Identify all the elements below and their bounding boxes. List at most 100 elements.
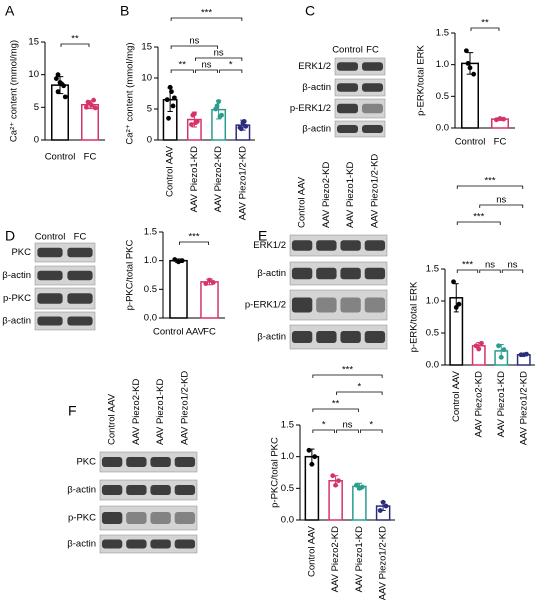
y-tick-label: 1.5 (436, 28, 449, 39)
significance-bracket (60, 43, 90, 47)
blot-band (37, 247, 63, 258)
x-tick-label: AAV Piezo2-KD (330, 526, 341, 592)
blot-band (362, 103, 383, 114)
x-tick-label: FC (203, 327, 216, 338)
blot-row-label: PKC (76, 457, 96, 468)
panel-letter: E (258, 228, 267, 244)
data-point (83, 104, 89, 110)
data-point (171, 95, 177, 101)
blot-band (174, 512, 196, 524)
y-tick-label: 0.5 (281, 483, 294, 494)
y-tick-label: 0.0 (144, 313, 157, 324)
significance-label: *** (462, 260, 473, 271)
blot-band (126, 539, 147, 549)
panel-letter: B (120, 3, 129, 19)
x-tick-label: AAV Piezo1-KD (354, 526, 365, 592)
lane-label: Control (35, 232, 66, 243)
blot-band (126, 512, 147, 524)
y-axis-label: p-PKC/total PKC (270, 437, 281, 508)
x-tick-label: AAV Piezo1-KD (189, 146, 200, 212)
y-tick-label: 0.0 (281, 515, 294, 526)
y-tick-label: 0 (34, 135, 39, 146)
x-tick-label: FC (84, 152, 97, 163)
significance-label: ns (189, 36, 199, 47)
x-tick-label: Control AAV (165, 145, 176, 197)
blot-band (101, 539, 123, 549)
significance-bracket (336, 429, 359, 433)
data-point (479, 340, 484, 346)
significance-label: *** (201, 8, 212, 19)
blot-band (37, 316, 63, 326)
data-point (241, 119, 247, 124)
blot-strip (289, 261, 388, 286)
significance-bracket (336, 391, 383, 395)
significance-bracket (456, 269, 479, 273)
significance-label: * (322, 420, 326, 431)
blot-band (337, 83, 358, 92)
y-axis-label: Ca²⁺ content (mmol/mg) (125, 42, 136, 144)
data-point (55, 89, 61, 95)
lane-label: AAV Piezo1/2-KD (179, 371, 190, 445)
y-tick-label: 5 (34, 102, 39, 113)
blot-band (101, 512, 123, 524)
data-point (189, 122, 194, 127)
significance-label: * (229, 60, 233, 71)
blot-band (126, 457, 147, 467)
blot-row-label: β-actin (2, 316, 31, 327)
significance-bracket (170, 17, 243, 21)
data-point (92, 105, 98, 111)
blot-row-label: p-PKC (3, 293, 31, 304)
significance-label: ns (342, 420, 352, 431)
data-point (476, 346, 482, 352)
y-tick-label: 0 (147, 135, 152, 146)
y-tick-label: 15 (28, 37, 39, 48)
blot-band (362, 125, 383, 133)
data-point (451, 279, 456, 285)
data-point (179, 258, 185, 264)
blot-band (364, 267, 386, 280)
data-point (501, 347, 507, 353)
significance-bracket (470, 27, 500, 31)
blot-band (362, 83, 383, 92)
significance-label: *** (188, 232, 199, 243)
x-tick-label: AAV Piezo2-KD (213, 146, 224, 212)
y-tick-label: 0.5 (144, 284, 157, 295)
y-tick-label: 1.0 (144, 255, 157, 266)
y-tick-label: 10 (28, 69, 39, 80)
significance-label: * (369, 420, 373, 431)
significance-bracket (479, 204, 524, 208)
blot-band (291, 267, 313, 280)
y-tick-label: 0.0 (426, 360, 439, 371)
y-axis-label: Ca²⁺ content (mmol/mg) (9, 40, 20, 142)
y-tick-label: 10 (141, 73, 152, 84)
data-point (354, 482, 359, 488)
blot-row-label: β-actin (257, 332, 286, 343)
blot-band (126, 485, 147, 495)
data-point (524, 351, 529, 357)
blot-row-label: β-actin (67, 485, 96, 496)
data-point (89, 102, 95, 108)
data-point (207, 277, 212, 283)
significance-label: ns (214, 48, 224, 59)
data-point (193, 120, 199, 126)
blot-band (150, 539, 171, 549)
data-point (496, 343, 501, 349)
data-point (85, 99, 91, 105)
blot-band (101, 457, 123, 467)
data-point (333, 482, 339, 488)
data-point (55, 72, 61, 78)
blot-band (291, 331, 313, 343)
data-point (473, 343, 479, 349)
significance-label: ns (507, 260, 517, 271)
blot-band (291, 240, 313, 251)
data-point (62, 94, 68, 100)
data-point (471, 71, 477, 77)
significance-label: ns (485, 260, 495, 271)
x-tick-label: AAV Piezo1/2-KD (378, 526, 389, 600)
data-point (377, 508, 383, 513)
y-tick-label: 0.5 (426, 328, 439, 339)
y-tick-label: 1.5 (281, 420, 294, 431)
data-point (167, 84, 173, 90)
y-axis-label: p-ERK/total ERK (416, 44, 427, 115)
